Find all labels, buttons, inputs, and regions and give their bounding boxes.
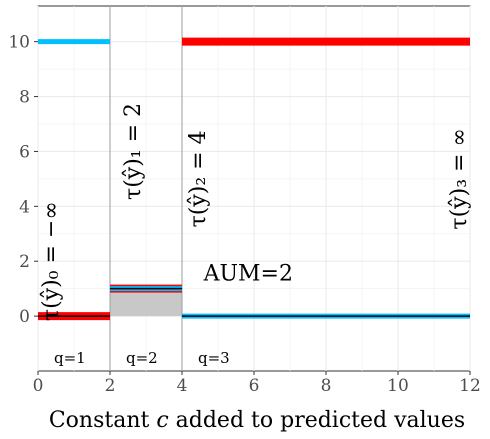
x-axis-title-part: c (156, 408, 168, 433)
shaded-region-layer (110, 288, 182, 317)
threshold-label: τ(ŷ)₃ = ∞ (447, 128, 472, 229)
aum-label: AUM=2 (203, 261, 293, 286)
threshold-label: τ(ŷ)₂ = 4 (186, 130, 211, 227)
threshold-label: τ(ŷ)₁ = 2 (121, 103, 146, 200)
x-tick-label: 10 (387, 376, 409, 396)
threshold-label: τ(ŷ)₀ = −∞ (39, 201, 64, 321)
x-tick-label: 8 (321, 376, 332, 396)
y-tick-label: 2 (19, 252, 30, 272)
x-axis-title: Constant c added to predicted values (49, 408, 465, 433)
x-tick-label: 2 (105, 376, 116, 396)
x-tick-label: 12 (459, 376, 481, 396)
x-axis-title-part: added to predicted values (169, 408, 466, 433)
x-tick-label: 0 (33, 376, 44, 396)
y-tick-label: 8 (19, 88, 30, 108)
y-tick-label: 10 (8, 33, 30, 53)
axes-layer: 0 2 4 6 8 10 12 0 2 4 6 8 10 (8, 33, 480, 396)
segments-layer (38, 37, 470, 321)
y-tick-label: 0 (19, 307, 30, 327)
q-label: q=1 (54, 349, 86, 367)
q-label: q=3 (198, 349, 230, 367)
q-label: q=2 (126, 349, 158, 367)
y-tick-label: 4 (19, 197, 30, 217)
annotations-layer: q=1 q=2 q=3 τ(ŷ)₀ = −∞ τ(ŷ)₁ = 2 τ(ŷ)₂ = 4 τ(ŷ… (39, 103, 472, 367)
y-tick-label: 6 (19, 142, 30, 162)
aum-shaded-area (110, 288, 182, 317)
x-tick-label: 6 (249, 376, 260, 396)
threshold-lines (109, 6, 183, 371)
x-axis-title-part: Constant (49, 408, 157, 433)
x-tick-label: 4 (177, 376, 188, 396)
